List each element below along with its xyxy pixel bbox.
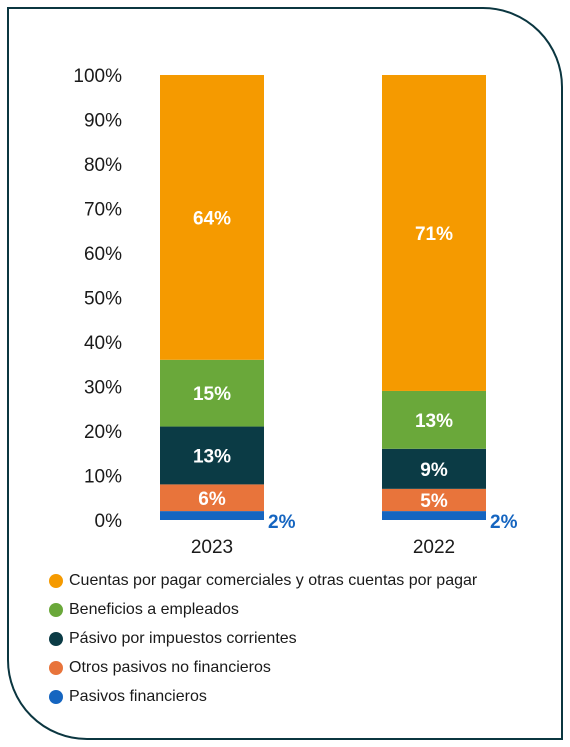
legend-item: Cuentas por pagar comerciales y otras cu… [49, 566, 477, 595]
y-tick-label: 80% [84, 155, 122, 176]
bar-segment [160, 359, 264, 427]
legend-item: Beneficios a empleados [49, 595, 477, 624]
legend-label: Beneficios a empleados [69, 600, 239, 618]
bar-segment [382, 488, 486, 512]
data-label: 2% [490, 512, 518, 533]
legend-swatch [49, 602, 63, 617]
bar-segment [382, 448, 486, 489]
chart-legend: Cuentas por pagar comerciales y otras cu… [49, 566, 477, 711]
legend-label: Otros pasivos no financieros [69, 658, 271, 676]
y-tick-label: 100% [73, 66, 122, 87]
legend-item: Pásivo por impuestos corrientes [49, 624, 477, 653]
data-label: 64% [193, 208, 231, 229]
data-label: 6% [198, 489, 226, 510]
stacked-bar-chart: 0% 10% 20% 30% 40% 50% 60% 70% 80% 90% 100% 2% 6% 13%… [73, 66, 518, 558]
bar-segment [160, 426, 264, 485]
legend-item: Otros pasivos no financieros [49, 653, 477, 682]
bar-segment [382, 75, 486, 391]
data-label: 13% [415, 411, 453, 432]
data-label: 15% [193, 384, 231, 405]
y-tick-label: 70% [84, 200, 122, 221]
legend-swatch [49, 573, 63, 588]
x-category-label: 2023 [191, 537, 233, 558]
legend-item: Pasivos financieros [49, 682, 477, 711]
legend-label: Pasivos financieros [69, 687, 207, 705]
y-tick-label: 90% [84, 111, 122, 132]
data-label: 5% [420, 491, 448, 512]
data-label: 71% [415, 224, 453, 245]
data-label: 2% [268, 512, 296, 533]
legend-swatch [49, 631, 63, 646]
x-category-label: 2022 [413, 537, 455, 558]
legend-label: Cuentas por pagar comerciales y otras cu… [69, 571, 478, 589]
y-tick-label: 40% [84, 333, 122, 354]
data-label: 13% [193, 446, 231, 467]
y-tick-label: 0% [95, 511, 123, 532]
legend-swatch [49, 660, 63, 675]
y-tick-label: 10% [84, 467, 122, 488]
y-tick-label: 20% [84, 422, 122, 443]
data-label: 9% [420, 460, 448, 481]
bar-segment [160, 75, 264, 360]
y-tick-label: 50% [84, 289, 122, 310]
legend-swatch [49, 689, 63, 704]
legend-label: Pásivo por impuestos corrientes [69, 629, 297, 647]
bar-segment [160, 511, 264, 520]
y-tick-label: 30% [84, 378, 122, 399]
y-tick-label: 60% [84, 244, 122, 265]
bar-segment [160, 484, 264, 512]
bar-segment [382, 390, 486, 449]
bar-segment [382, 511, 486, 520]
